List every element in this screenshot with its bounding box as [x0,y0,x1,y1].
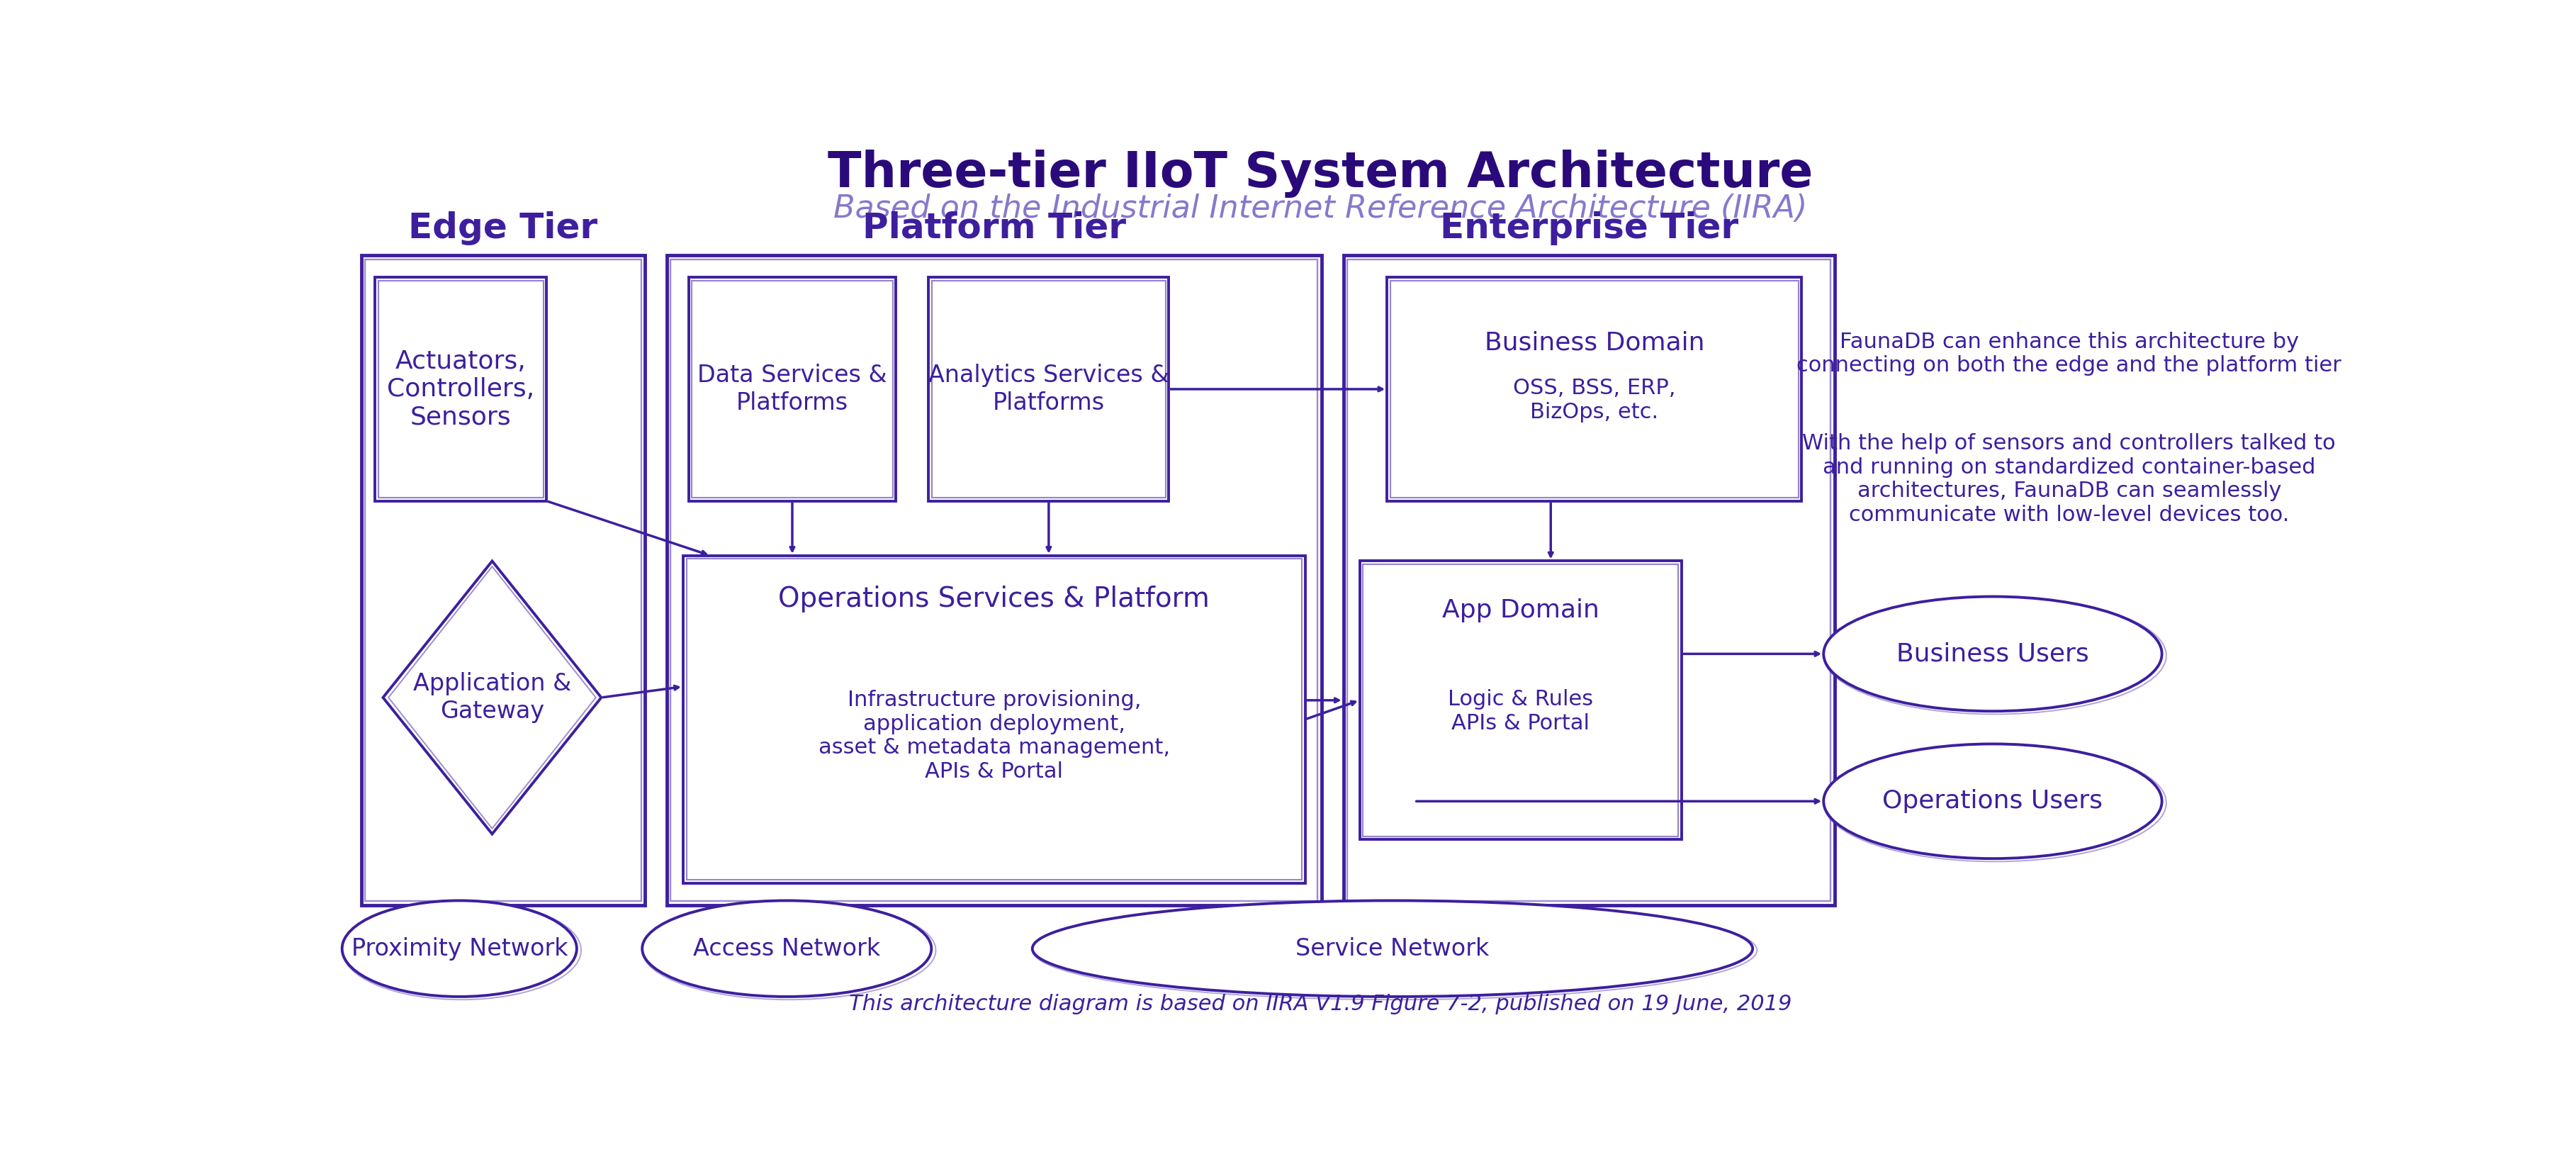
Bar [667,255,1321,904]
Text: Service Network: Service Network [1296,937,1489,960]
Bar [361,255,644,904]
Ellipse shape [1824,597,2161,711]
Text: Proximity Network: Proximity Network [350,937,567,960]
Text: Enterprise Tier: Enterprise Tier [1440,211,1739,246]
Bar [685,559,1301,880]
Bar [1347,260,1832,901]
Bar [933,281,1164,498]
Text: Operations Services & Platform: Operations Services & Platform [778,585,1211,612]
Bar [693,281,894,498]
Bar [379,281,544,498]
Text: Access Network: Access Network [693,937,881,960]
Bar [670,260,1319,901]
Ellipse shape [1824,744,2161,859]
Bar [1345,255,1834,904]
Text: Business Users: Business Users [1896,641,2089,666]
Text: With the help of sensors and controllers talked to
and running on standardized c: With the help of sensors and controllers… [1803,433,2336,525]
Text: This architecture diagram is based on IIRA V1.9 Figure 7-2, published on 19 June: This architecture diagram is based on II… [850,994,1793,1015]
Bar [683,555,1306,883]
Bar [1363,565,1680,836]
Text: Data Services &
Platforms: Data Services & Platforms [698,364,886,414]
Ellipse shape [1033,901,1752,996]
Bar [930,277,1170,501]
Ellipse shape [641,901,933,996]
Text: Analytics Services &
Platforms: Analytics Services & Platforms [927,364,1170,414]
Bar [1391,281,1798,498]
Text: App Domain: App Domain [1443,598,1600,623]
Text: Three-tier IIoT System Architecture: Three-tier IIoT System Architecture [827,149,1814,198]
Text: Logic & Rules
APIs & Portal: Logic & Rules APIs & Portal [1448,689,1595,733]
Text: FaunaDB can enhance this architecture by
connecting on both the edge and the pla: FaunaDB can enhance this architecture by… [1795,332,2342,376]
Text: Application &
Gateway: Application & Gateway [412,673,572,723]
Text: Edge Tier: Edge Tier [410,211,598,246]
Bar [376,277,546,501]
Text: OSS, BSS, ERP,
BizOps, etc.: OSS, BSS, ERP, BizOps, etc. [1512,378,1677,423]
Text: Actuators,
Controllers,
Sensors: Actuators, Controllers, Sensors [386,349,533,430]
Bar [366,260,641,901]
Ellipse shape [343,901,577,996]
Text: Business Domain: Business Domain [1484,331,1705,355]
Text: Operations Users: Operations Users [1883,789,2102,814]
Text: Based on the Industrial Internet Reference Architecture (IIRA): Based on the Industrial Internet Referen… [835,193,1808,225]
Text: Platform Tier: Platform Tier [863,211,1126,246]
Bar [1360,561,1682,839]
Bar [688,277,896,501]
Text: Infrastructure provisioning,
application deployment,
asset & metadata management: Infrastructure provisioning, application… [819,690,1170,782]
Bar [1386,277,1801,501]
